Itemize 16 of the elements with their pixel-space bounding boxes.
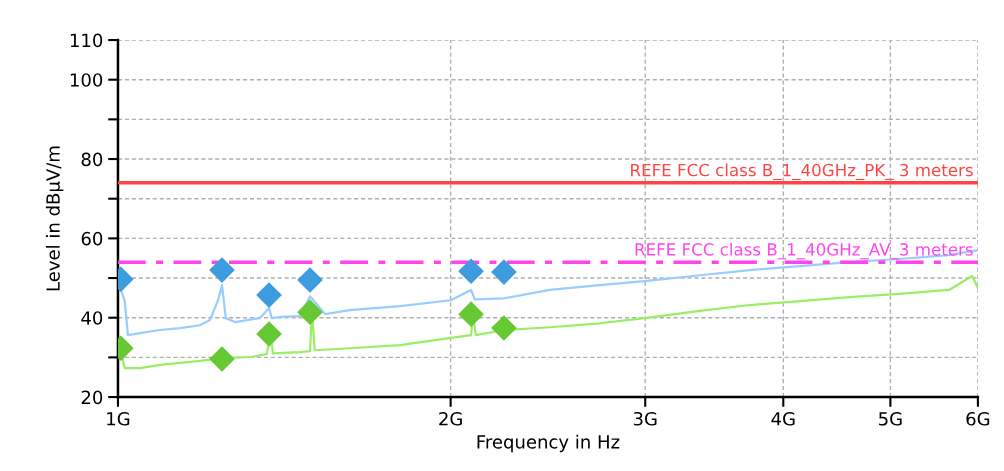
x-tick-label: 6G [966, 411, 990, 426]
y-tick-label: 80 [81, 152, 103, 167]
y-tick-label: 20 [81, 390, 103, 405]
y-tick-label: 110 [70, 33, 103, 48]
x-tick-label: 2G [439, 411, 462, 426]
y-tick-label: 60 [81, 231, 103, 246]
x-tick-label: 4G [771, 411, 795, 426]
y-axis-title: Level in dBμV/m [45, 146, 64, 291]
x-axis-title: Frequency in Hz [477, 434, 620, 453]
x-tick-label: 3G [633, 411, 657, 426]
ref-line-label: REFE FCC class B_1_40GHz_AV_3 meters [635, 242, 973, 260]
y-tick-label: 40 [81, 311, 103, 325]
x-tick-label: 1G [107, 411, 130, 426]
x-tick-label: 5G [879, 411, 902, 426]
ref-line-label: REFE FCC class B_1_40GHz_PK_ 3 meters [631, 163, 973, 181]
y-tick-label: 100 [70, 73, 103, 87]
